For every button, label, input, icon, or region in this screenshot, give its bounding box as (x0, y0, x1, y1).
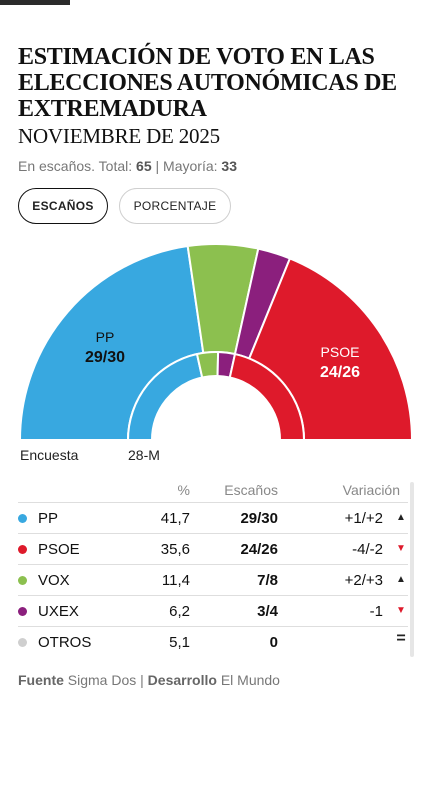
equal-icon: = (396, 630, 406, 647)
header-variation: Variación (342, 482, 400, 498)
table-row: VOX 11,4 7/8 +2/+3 ▲ (18, 564, 408, 595)
results-table: % Escaños Variación PP 41,7 29/30 +1/+2 ▲ PSO… (18, 478, 408, 657)
arrow-up-icon: ▲ (396, 574, 406, 585)
party-color-dot (18, 514, 27, 523)
header-pct: % (177, 482, 190, 498)
party-seats: 0 (269, 634, 278, 651)
arrow-down-icon: ▼ (396, 605, 406, 616)
ring-label-outer: Encuesta (20, 447, 79, 463)
top-rule (0, 0, 70, 5)
arc-28m-psoe (228, 352, 306, 441)
source-separator: | (140, 672, 144, 688)
party-color-dot (18, 576, 27, 585)
source-label: Fuente (18, 672, 64, 688)
page-subtitle: NOVIEMBRE DE 2025 (18, 124, 220, 148)
pp-seats-label: 29/30 (85, 349, 125, 366)
arrow-up-icon: ▲ (396, 512, 406, 523)
table-header: % Escaños Variación (18, 478, 408, 502)
party-variation: +1/+2 (344, 510, 383, 527)
parliament-chart: PP 29/30 PSOE 24/26 (18, 243, 414, 441)
meta-majority-label: | Mayoría: (155, 158, 218, 174)
source-value: Sigma Dos (67, 672, 137, 688)
table-row: PSOE 35,6 24/26 -4/-2 ▼ (18, 533, 408, 564)
meta-majority: 33 (221, 158, 237, 174)
party-color-dot (18, 638, 27, 647)
pp-party-label: PP (96, 329, 115, 345)
party-variation: -1 (369, 603, 383, 620)
meta-prefix: En escaños. Total: (18, 158, 133, 174)
party-seats: 29/30 (240, 510, 278, 527)
table-scrollbar[interactable] (410, 482, 414, 657)
party-pct: 5,1 (169, 634, 190, 651)
toggle-percent-button[interactable]: PORCENTAJE (119, 188, 231, 224)
party-name: UXEX (38, 603, 79, 620)
psoe-party-label: PSOE (321, 344, 360, 360)
party-name: PSOE (38, 541, 80, 558)
party-variation: +2/+3 (344, 572, 383, 589)
arrow-down-icon: ▼ (396, 543, 406, 554)
table-row: PP 41,7 29/30 +1/+2 ▲ (18, 502, 408, 533)
party-pct: 6,2 (169, 603, 190, 620)
party-color-dot (18, 545, 27, 554)
party-seats: 7/8 (257, 572, 278, 589)
table-row: UXEX 6,2 3/4 -1 ▼ (18, 595, 408, 626)
ring-label-inner: 28-M (128, 447, 160, 463)
party-name: OTROS (38, 634, 92, 651)
party-variation: -4/-2 (352, 541, 383, 558)
party-seats: 3/4 (257, 603, 278, 620)
party-name: PP (38, 510, 59, 527)
party-name: VOX (38, 572, 70, 589)
party-color-dot (18, 607, 27, 616)
meta-total: 65 (136, 158, 152, 174)
party-pct: 35,6 (160, 541, 190, 558)
header-seats: Escaños (224, 482, 278, 498)
source-line: Fuente Sigma Dos | Desarrollo El Mundo (18, 672, 280, 688)
page-title: ESTIMACIÓN DE VOTO EN LAS ELECCIONES AUT… (18, 44, 397, 122)
psoe-seats-label: 24/26 (320, 364, 360, 381)
party-pct: 41,7 (160, 510, 190, 527)
party-seats: 24/26 (240, 541, 278, 558)
dev-label: Desarrollo (147, 672, 217, 688)
seat-meta: En escaños. Total: 65 | Mayoría: 33 (18, 158, 237, 174)
party-pct: 11,4 (161, 572, 190, 589)
table-body: PP 41,7 29/30 +1/+2 ▲ PSOE 35,6 24/26 -4/-2 ▼ VOX 1… (18, 502, 408, 657)
table-row: OTROS 5,1 0 = (18, 626, 408, 657)
dev-value: El Mundo (220, 672, 280, 688)
toggle-seats-button[interactable]: ESCAÑOS (18, 188, 108, 224)
